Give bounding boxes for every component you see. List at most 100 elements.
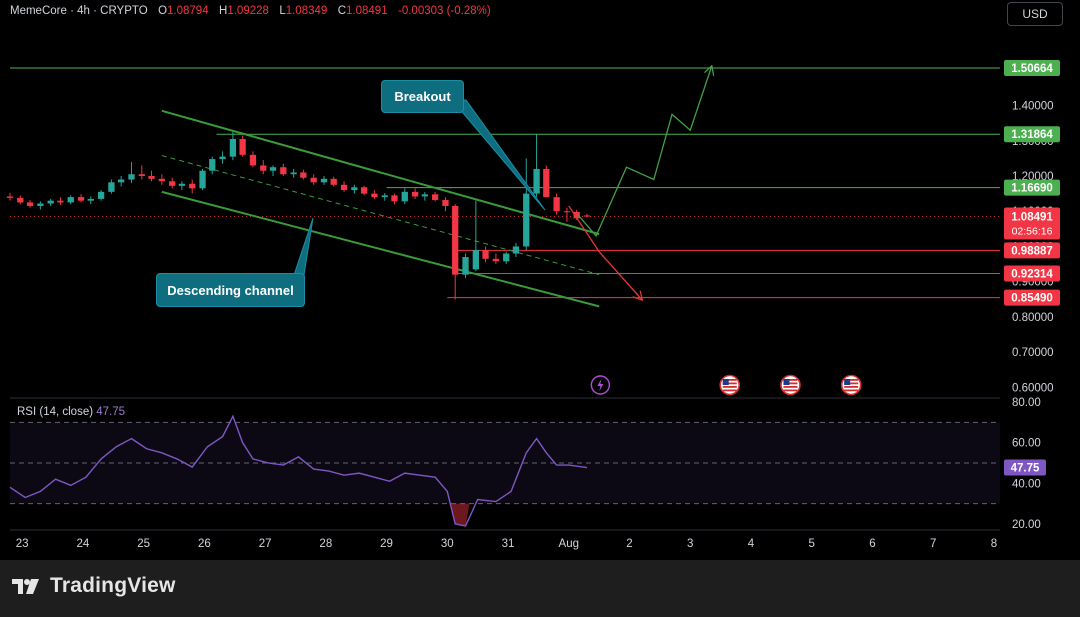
price-label-box — [1004, 289, 1060, 306]
rsi-oversold-fill — [451, 503, 470, 526]
candle-body — [37, 203, 44, 206]
rsi-pane — [9, 414, 1000, 527]
candle-body — [533, 168, 540, 194]
candle-body — [269, 167, 277, 171]
price-axis[interactable]: 0.600000.700000.800000.900001.000001.100… — [1004, 59, 1060, 531]
exchange: CRYPTO — [100, 5, 148, 17]
candle-body — [280, 167, 287, 175]
candle-body — [492, 258, 500, 262]
chart-area[interactable]: 0.600000.700000.800000.900001.000001.100… — [0, 0, 1080, 560]
flag-stripe — [844, 379, 859, 381]
symbol-legend: MemeCore · 4h · CRYPTO O1.08794 H1.09228… — [10, 5, 491, 17]
candle-body — [523, 193, 530, 247]
candle-body — [462, 257, 469, 275]
candle-body — [87, 198, 94, 201]
price-tick-label: 0.70000 — [1012, 347, 1054, 359]
time-tick-label: 5 — [809, 538, 815, 550]
candle-body — [249, 154, 257, 166]
breakout-callout-tail — [450, 99, 546, 211]
breakout-callout[interactable]: Breakout — [381, 80, 464, 113]
flag-stripe — [844, 386, 859, 388]
flag-stripe — [722, 389, 737, 392]
candle-body — [371, 193, 378, 198]
time-tick-label: 24 — [76, 538, 89, 550]
flag-stripe — [783, 382, 798, 385]
candle-body — [158, 178, 165, 182]
tradingview-logo[interactable]: TradingView — [12, 574, 176, 598]
candle-body — [503, 253, 510, 262]
flag-canton — [783, 379, 790, 385]
candle-body — [178, 183, 186, 186]
rsi-tick-label: 20.00 — [1012, 519, 1041, 531]
chart-svg[interactable]: 0.600000.700000.800000.900001.000001.100… — [0, 0, 1080, 560]
time-tick-label: 2 — [626, 538, 632, 550]
bullish-forecast-arrow — [577, 67, 712, 238]
rsi-value-box — [1004, 459, 1046, 476]
time-axis[interactable]: 23 24 25 26 27 28 29 30 31 Aug 2 3 4 5 6 7 8 — [16, 538, 997, 550]
price-tick-label: 0.80000 — [1012, 312, 1054, 324]
candle-body — [97, 191, 105, 199]
candle-body — [411, 191, 419, 197]
high-value: 1.09228 — [227, 5, 269, 17]
rsi-tick-label: 40.00 — [1012, 478, 1041, 490]
time-tick-label: 31 — [502, 538, 515, 550]
candle-body — [421, 194, 428, 197]
flag-canton — [722, 379, 729, 385]
candle-body — [310, 177, 317, 183]
candle-body — [17, 197, 24, 203]
rsi-tick-label: 80.00 — [1012, 397, 1041, 409]
candle-body — [543, 168, 550, 198]
time-tick-label: 7 — [930, 538, 936, 550]
descending-channel-callout[interactable]: Descending channel — [156, 273, 305, 307]
time-tick-label: 27 — [259, 538, 272, 550]
time-tick-label: 26 — [198, 538, 211, 550]
close-label: C — [337, 5, 347, 17]
candle-body — [26, 202, 34, 206]
rsi-title[interactable]: RSI (14, close) — [17, 406, 94, 418]
symbol-name[interactable]: MemeCore — [10, 5, 67, 17]
time-tick-label: 8 — [991, 538, 997, 550]
candle-body — [300, 172, 307, 178]
change-value: -0.00303 (-0.28%) — [398, 5, 491, 17]
candle-body — [563, 211, 571, 213]
time-tick-label: 25 — [137, 538, 150, 550]
price-label-text: 1.16690 — [1011, 183, 1053, 195]
candle-body — [148, 176, 155, 179]
candle-body — [77, 197, 85, 201]
price-label-box — [1004, 179, 1060, 196]
currency-button[interactable]: USD — [1007, 2, 1063, 26]
candle-body — [401, 191, 408, 202]
candle-body — [482, 250, 489, 259]
price-label-text: 1.50664 — [1011, 63, 1053, 75]
candle-body — [239, 139, 246, 155]
footer: TradingView — [0, 560, 1080, 617]
candle-body — [118, 179, 125, 183]
time-tick-label: Aug — [559, 538, 579, 550]
current-price-text: 1.08491 — [1011, 212, 1053, 224]
tradingview-brand: TradingView — [50, 574, 176, 597]
candle-body — [229, 139, 237, 157]
rsi-line — [9, 414, 588, 527]
event-markers[interactable] — [590, 374, 862, 396]
interval[interactable]: 4h — [77, 5, 90, 17]
candle-body — [512, 246, 520, 254]
close-value: 1.08491 — [346, 5, 388, 17]
candle-body — [573, 211, 580, 219]
candle-body — [108, 182, 115, 192]
price-label-text: 0.98887 — [1011, 245, 1053, 257]
candle-body — [128, 174, 135, 180]
flag-stripe — [783, 386, 798, 388]
flag-stripe — [844, 389, 859, 392]
candle-body — [320, 178, 328, 183]
horizontal-levels — [10, 67, 1000, 299]
candle-body — [260, 165, 267, 171]
price-label-text: 1.31864 — [1011, 129, 1053, 141]
candle-body — [199, 170, 206, 189]
flag-stripe — [722, 379, 737, 381]
channel-line — [161, 155, 600, 276]
channel-line — [161, 190, 600, 308]
bearish-forecast-arrow — [568, 205, 642, 299]
time-tick-label: 6 — [869, 538, 875, 550]
candle-body — [583, 215, 591, 217]
low-label: L — [279, 5, 286, 17]
